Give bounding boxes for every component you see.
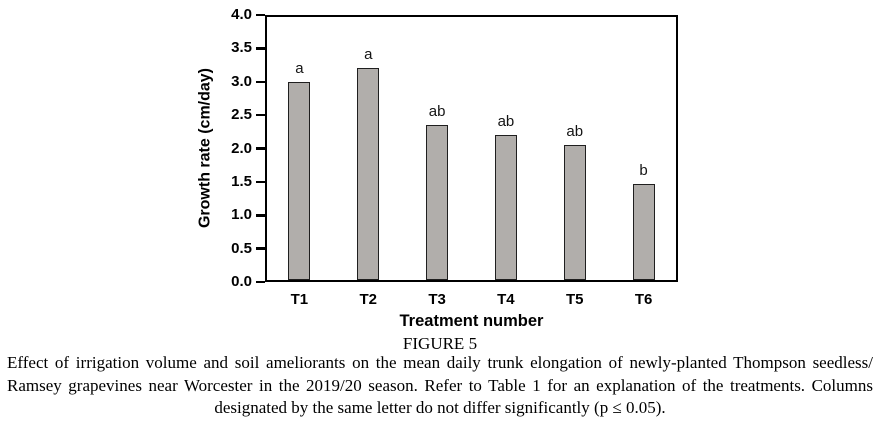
bar-significance-letter: ab	[566, 123, 584, 140]
bar	[632, 184, 655, 280]
bar	[288, 82, 311, 280]
caption-line-3: designated by the same letter do not dif…	[214, 398, 666, 417]
bar-significance-letter: ab	[497, 113, 515, 130]
y-tick	[256, 80, 265, 83]
bar-significance-letter: a	[364, 46, 373, 63]
y-tick-label: 2.0	[231, 139, 252, 157]
y-tick-label: 3.5	[231, 39, 252, 57]
figure-label: FIGURE 5	[402, 334, 478, 353]
y-tick-label: 4.0	[231, 6, 252, 23]
bar	[494, 135, 517, 280]
x-tick-label: T2	[359, 291, 377, 308]
x-tick-label: T4	[497, 291, 515, 308]
y-tick-label: 2.5	[231, 106, 252, 124]
bar-significance-letter: a	[295, 60, 304, 77]
bar	[357, 68, 380, 280]
y-tick	[256, 280, 265, 284]
caption-line-1: Effect of irrigation volume and soil ame…	[7, 353, 873, 372]
y-tick-label: 0.5	[231, 239, 252, 257]
y-tick	[256, 113, 265, 117]
plot-area	[265, 15, 678, 282]
bar	[563, 145, 586, 280]
x-tick-label: T3	[428, 291, 446, 308]
y-tick-label: 0.0	[231, 273, 252, 290]
x-tick-label: T6	[634, 291, 653, 308]
y-tick-label: 1.0	[231, 206, 252, 224]
y-tick	[256, 147, 265, 150]
y-tick	[256, 214, 265, 217]
bar	[426, 125, 449, 280]
caption-line-2: Ramsey grapevines near Worcester in the …	[7, 376, 873, 395]
y-tick	[256, 180, 265, 184]
y-tick	[256, 47, 265, 50]
y-tick-label: 3.0	[231, 72, 252, 90]
y-tick-label: 1.5	[231, 172, 252, 190]
y-axis-title: Growth rate (cm/day)	[196, 67, 214, 229]
x-tick-label: T1	[290, 291, 309, 308]
bar-significance-letter: b	[639, 162, 648, 179]
bar-significance-letter: ab	[428, 103, 446, 120]
y-tick	[256, 247, 265, 250]
x-axis-title: Treatment number	[399, 312, 544, 330]
x-tick-label: T5	[565, 291, 584, 308]
y-tick	[256, 13, 265, 17]
